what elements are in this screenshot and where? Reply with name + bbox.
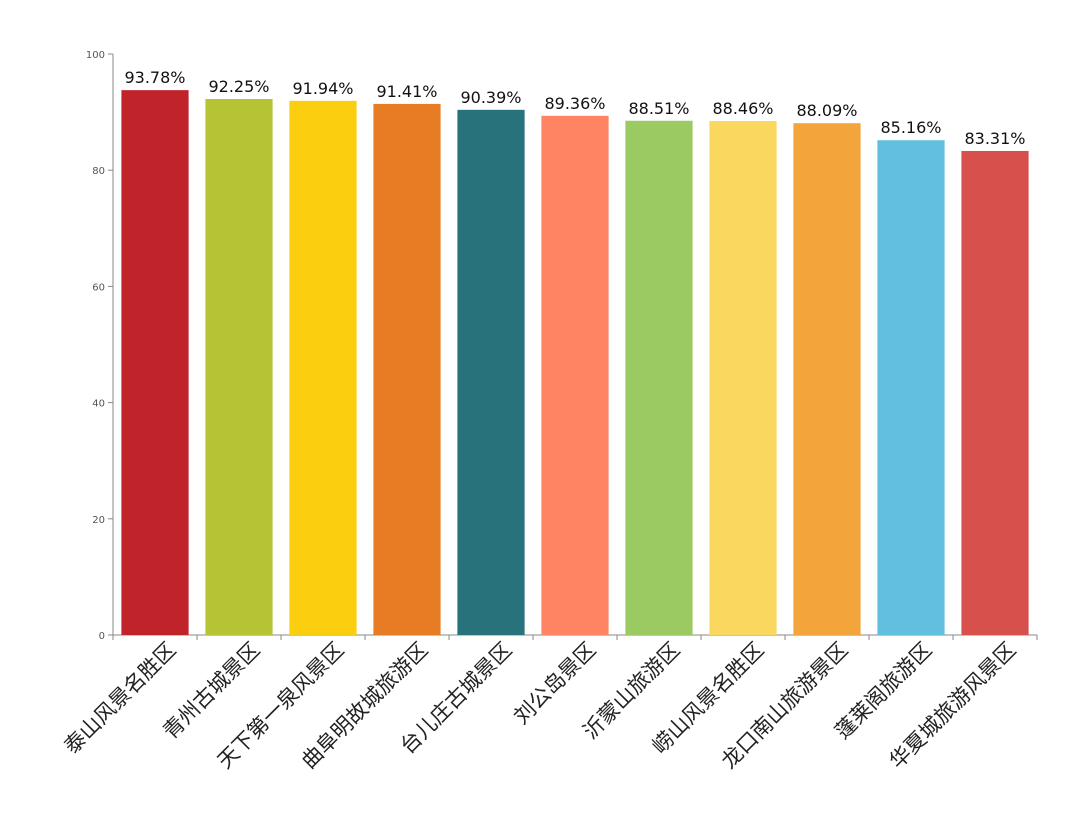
- y-tick-label: 0: [99, 631, 105, 642]
- x-category-label: 刘公岛景区: [509, 638, 600, 729]
- bar-10: [877, 140, 945, 635]
- bar-9: [793, 123, 861, 636]
- data-label: 93.78%: [124, 68, 185, 87]
- data-label: 92.25%: [208, 77, 269, 96]
- x-category-label: 泰山风景名胜区: [60, 638, 181, 759]
- bar-2: [205, 99, 273, 636]
- data-label: 91.94%: [292, 79, 353, 98]
- y-tick-label: 80: [92, 166, 105, 177]
- y-tick-label: 100: [86, 50, 105, 61]
- bar-1: [121, 90, 189, 636]
- bar-6: [541, 115, 609, 635]
- bar-3: [289, 100, 357, 635]
- bar-4: [373, 103, 441, 635]
- bar-11: [961, 150, 1029, 635]
- data-label: 88.09%: [796, 101, 857, 120]
- data-label: 91.41%: [376, 82, 437, 101]
- data-label: 83.31%: [964, 129, 1025, 148]
- data-label: 88.46%: [712, 99, 773, 118]
- y-tick-label: 60: [92, 282, 105, 293]
- data-label: 85.16%: [880, 118, 941, 137]
- y-tick-label: 20: [92, 515, 105, 526]
- bar-7: [625, 120, 693, 635]
- bar-8: [709, 121, 777, 635]
- y-tick-label: 40: [92, 399, 105, 410]
- data-label: 88.51%: [628, 99, 689, 118]
- data-label: 89.36%: [544, 94, 605, 113]
- data-label: 90.39%: [460, 88, 521, 107]
- bar-5: [457, 109, 525, 635]
